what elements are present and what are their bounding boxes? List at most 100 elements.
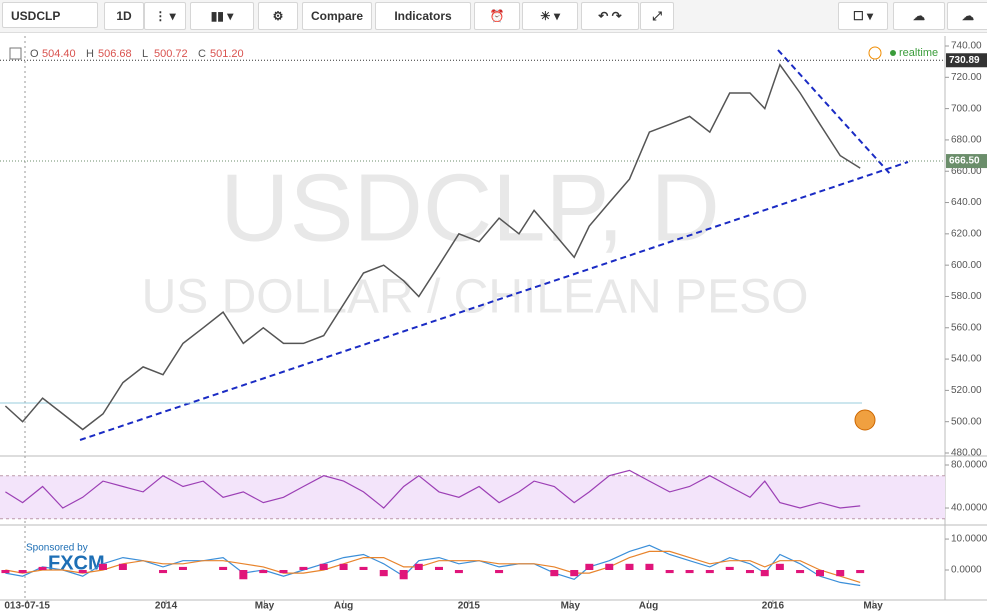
- y-tick-label: 580.00: [951, 291, 982, 302]
- macd-bar: [178, 566, 187, 570]
- load-button[interactable]: ☁: [893, 2, 945, 30]
- compare-button[interactable]: Compare: [302, 2, 372, 30]
- x-tick-label: 2016: [762, 601, 785, 612]
- indicators-button[interactable]: Indicators: [375, 2, 471, 30]
- ohlc-value: 501.20: [210, 48, 244, 60]
- price-label-bg: [946, 53, 987, 68]
- y-tick-label: 680.00: [951, 135, 982, 146]
- macd-bar: [796, 569, 805, 574]
- macd-bar: [18, 569, 27, 574]
- macd-bar: [239, 569, 248, 580]
- macd-bar: [78, 569, 87, 574]
- warning-icon[interactable]: [868, 46, 882, 60]
- macd-bar: [339, 563, 348, 570]
- collapse-icon[interactable]: [9, 47, 22, 60]
- ohlc-label: C: [198, 48, 206, 60]
- ohlc-label: H: [86, 48, 94, 60]
- price-label-bg: [946, 154, 987, 169]
- y-tick-label: 0.0000: [951, 565, 982, 576]
- macd-bar: [359, 566, 368, 570]
- macd-bar: [745, 569, 754, 574]
- trend-line: [777, 49, 893, 177]
- interval-button[interactable]: 1D: [104, 2, 144, 30]
- alert-button[interactable]: ⏰: [474, 2, 520, 30]
- x-tick-label: May: [863, 601, 883, 612]
- macd-bar: [379, 569, 388, 577]
- chart: USDCLP, D US DOLLAR / CHILEAN PESO O 504…: [0, 36, 987, 612]
- event-icon[interactable]: [854, 409, 876, 431]
- macd-bar: [159, 569, 168, 574]
- toolbar: USDCLP 1D ⋮ ▾ ▮▮ ▾ ⚙ Compare Indicators …: [0, 0, 987, 33]
- macd-bar: [399, 569, 408, 580]
- macd-bar: [685, 569, 694, 574]
- x-tick-label: 2014: [155, 601, 178, 612]
- idea-button[interactable]: ☀ ▾: [522, 2, 578, 30]
- x-tick-label: 013-07-15: [4, 601, 50, 612]
- x-tick-label: Aug: [639, 601, 658, 612]
- macd-bar: [1, 569, 10, 574]
- price-label: 730.89: [949, 55, 980, 66]
- sponsor-brand: FXCM: [48, 552, 105, 574]
- macd-bar: [775, 563, 784, 570]
- macd-bar: [118, 563, 127, 570]
- y-tick-label: 40.0000: [951, 503, 987, 514]
- rsi-line: [5, 469, 861, 509]
- y-tick-label: 600.00: [951, 260, 982, 271]
- y-tick-label: 660.00: [951, 166, 982, 177]
- x-tick-label: May: [561, 601, 581, 612]
- macd-bar: [319, 563, 328, 570]
- rsi-band: [0, 475, 945, 519]
- macd-bar: [585, 563, 594, 570]
- macd-bar: [665, 569, 674, 574]
- macd-bar: [725, 566, 734, 570]
- ohlc-value: 504.40: [42, 48, 76, 60]
- price-line: [4, 63, 861, 431]
- y-tick-label: 540.00: [951, 354, 982, 365]
- macd-bar: [98, 563, 107, 570]
- macd-line: [5, 550, 861, 583]
- macd-bar: [705, 569, 714, 574]
- ohlc-label: O: [30, 48, 39, 60]
- y-tick-label: 640.00: [951, 197, 982, 208]
- symbol-button[interactable]: USDCLP: [2, 2, 98, 28]
- macd-bar: [279, 569, 288, 574]
- trend-line: [79, 161, 909, 441]
- ohlc-value: 500.72: [154, 48, 188, 60]
- macd-bar: [760, 569, 769, 577]
- y-tick-label: 480.00: [951, 448, 982, 459]
- macd-line: [5, 544, 861, 587]
- watermark-symbol: USDCLP, D: [220, 154, 720, 261]
- candle-button[interactable]: ▮▮ ▾: [190, 2, 254, 30]
- price-label: 666.50: [949, 156, 980, 167]
- y-tick-label: 620.00: [951, 228, 982, 239]
- y-tick-label: 560.00: [951, 322, 982, 333]
- y-tick-label: 10.0000: [951, 534, 987, 545]
- x-tick-label: Aug: [334, 601, 353, 612]
- y-tick-label: 740.00: [951, 41, 982, 52]
- y-tick-label: 700.00: [951, 103, 982, 114]
- realtime-label: realtime: [899, 47, 938, 59]
- layout-button[interactable]: ☐ ▾: [838, 2, 888, 30]
- watermark-name: US DOLLAR / CHILEAN PESO: [142, 271, 809, 324]
- macd-bar: [259, 569, 268, 574]
- macd-bar: [38, 566, 47, 570]
- y-tick-label: 520.00: [951, 385, 982, 396]
- macd-bar: [605, 563, 614, 570]
- macd-bar: [816, 569, 825, 577]
- macd-bar: [299, 566, 308, 570]
- macd-bar: [550, 569, 559, 577]
- status-dot: [890, 50, 896, 56]
- y-tick-label: 80.0000: [951, 460, 987, 471]
- save-button[interactable]: ☁: [947, 2, 987, 30]
- macd-bar: [836, 569, 845, 577]
- settings-button[interactable]: ⚙: [258, 2, 298, 30]
- chart-type-button[interactable]: ⋮ ▾: [144, 2, 186, 30]
- y-tick-label: 720.00: [951, 72, 982, 83]
- macd-bar: [570, 569, 579, 577]
- macd-bar: [434, 566, 443, 570]
- fullscreen-button[interactable]: ⤢: [640, 2, 674, 30]
- macd-bar: [645, 563, 654, 570]
- macd-bar: [856, 569, 865, 574]
- undo-redo[interactable]: ↶ ↷: [581, 2, 639, 30]
